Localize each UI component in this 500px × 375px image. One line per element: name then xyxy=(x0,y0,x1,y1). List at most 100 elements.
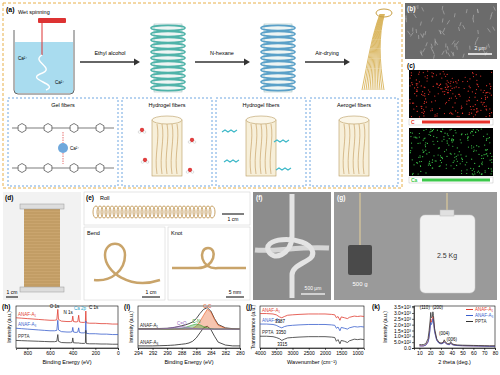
plot-area xyxy=(138,308,240,346)
eds-dot xyxy=(474,171,475,172)
eds-dot xyxy=(430,165,431,166)
eds-dot xyxy=(491,171,492,172)
sem-texture xyxy=(445,50,447,54)
tick-label: 10 xyxy=(417,350,423,356)
eds-dot xyxy=(424,111,425,112)
eds-dot xyxy=(440,165,441,166)
series-label: ANAF-A₁ xyxy=(262,308,281,313)
spool-winding xyxy=(24,267,60,268)
spool-winding xyxy=(24,246,60,247)
sem-texture xyxy=(431,47,432,51)
eds-dot xyxy=(419,133,420,134)
eds-dot xyxy=(432,167,433,168)
eds-dot xyxy=(473,135,474,136)
spool-winding xyxy=(24,240,60,241)
hexane-molecule xyxy=(276,168,291,170)
eds-dot xyxy=(419,71,420,72)
coil-turn xyxy=(151,79,185,84)
eds-dot xyxy=(491,162,492,163)
calcium-ion xyxy=(58,143,68,153)
stage-box xyxy=(310,98,398,186)
eds-dot xyxy=(454,157,455,158)
eds-dot xyxy=(452,78,453,79)
eds-dot xyxy=(489,115,490,116)
eds-dot xyxy=(465,164,466,165)
eds-dot xyxy=(416,83,417,84)
eds-dot xyxy=(481,174,482,175)
eds-dot xyxy=(447,74,448,75)
sem-texture xyxy=(416,29,418,33)
tick: 30 xyxy=(439,348,445,356)
label: Air-drying xyxy=(315,50,339,56)
eds-dot xyxy=(461,170,462,171)
tick-label: 2.0×10³ xyxy=(394,322,411,328)
tick: 1.0×10³ xyxy=(394,333,414,339)
fibril xyxy=(270,124,272,174)
eds-dot xyxy=(484,144,485,145)
eds-dot xyxy=(480,76,481,77)
eds-dot xyxy=(475,114,476,115)
sem-texture xyxy=(477,37,479,41)
eds-dot xyxy=(440,160,441,161)
eds-dot xyxy=(481,174,482,175)
panel-f: (f)500 μm xyxy=(253,192,331,300)
eds-dot xyxy=(416,79,417,80)
scale-bar xyxy=(222,214,244,215)
eds-dot xyxy=(462,161,463,162)
eds-dot xyxy=(433,136,434,137)
label: Ethyl alcohol xyxy=(94,50,125,56)
eds-dot xyxy=(481,102,482,103)
eds-dot xyxy=(432,159,433,160)
eds-dot xyxy=(439,147,440,148)
eds-dot xyxy=(491,72,492,73)
eds-dot xyxy=(438,148,439,149)
eds-dot xyxy=(441,162,442,163)
eds-dot xyxy=(470,87,471,88)
eds-dot xyxy=(476,111,477,112)
eds-dot xyxy=(472,73,473,74)
eds-dot xyxy=(447,87,448,88)
ionic-bond xyxy=(63,153,64,164)
eds-dot xyxy=(471,109,472,110)
benzene-ring xyxy=(70,124,78,133)
eds-dot xyxy=(429,91,430,92)
sem-texture xyxy=(406,15,407,19)
eds-dot xyxy=(473,129,474,130)
eds-dot xyxy=(427,143,428,144)
spool-winding xyxy=(24,219,60,220)
eds-dot xyxy=(474,149,475,150)
eds-dot xyxy=(466,162,467,163)
eds-dot xyxy=(468,147,469,148)
eds-dot xyxy=(410,136,411,137)
eds-dot xyxy=(424,101,425,102)
eds-dot xyxy=(486,153,487,154)
eds-dot xyxy=(487,92,488,93)
coil-turn xyxy=(261,67,295,72)
tick-label: 1000 xyxy=(352,350,363,356)
spool-winding xyxy=(24,255,60,256)
series-label: ANAF-A₁ xyxy=(140,323,159,328)
eds-dot xyxy=(409,102,410,103)
panel-label: (c) xyxy=(407,62,415,70)
eds-dot xyxy=(450,153,451,154)
benzene-ring xyxy=(18,164,26,173)
series-line xyxy=(419,319,495,347)
eds-dot xyxy=(480,110,481,111)
eds-dot xyxy=(445,103,446,104)
x-axis: 8006004002000 xyxy=(17,348,121,356)
eds-dot xyxy=(432,141,433,142)
eds-dot xyxy=(448,86,449,87)
plot-frame xyxy=(16,306,118,348)
sem-texture xyxy=(433,50,435,54)
sem-texture xyxy=(418,35,419,39)
weight xyxy=(348,245,372,275)
eds-dot xyxy=(448,90,449,91)
sem-texture xyxy=(423,48,425,52)
eds-dot xyxy=(424,87,425,88)
eds-dot xyxy=(412,84,413,85)
sem-texture xyxy=(417,5,418,9)
eds-dot xyxy=(469,112,470,113)
eds-dot xyxy=(469,86,470,87)
eds-dot xyxy=(417,83,418,84)
eds-dot xyxy=(449,98,450,99)
